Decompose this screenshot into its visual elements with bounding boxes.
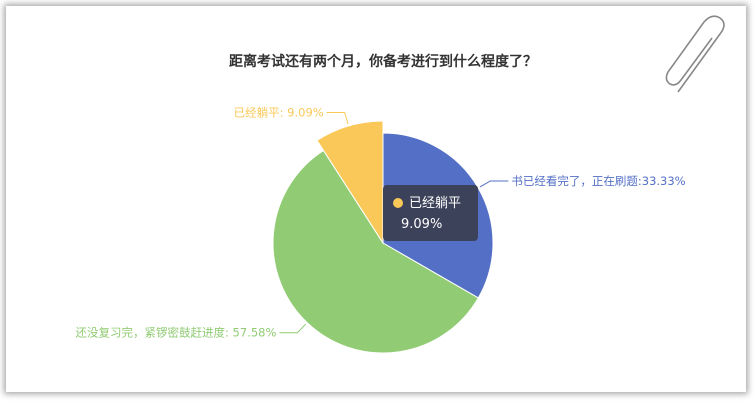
paperclip-icon	[665, 15, 725, 93]
slice-label: 书已经看完了，正在刷题:33.33%	[511, 174, 685, 188]
slice-label: 还没复习完，紧锣密鼓赶进度: 57.58%	[76, 326, 277, 340]
pie-slice[interactable]	[272, 149, 479, 354]
slice-label: 已经躺平: 9.09%	[234, 106, 324, 120]
tooltip-marker	[393, 198, 403, 208]
chart-title: 距离考试还有两个月，你备考进行到什么程度了？	[229, 53, 537, 70]
label-line	[479, 180, 509, 188]
tooltip-value: 9.09%	[401, 217, 443, 232]
tooltip: 已经躺平 9.09%	[383, 185, 478, 241]
label-line	[326, 112, 349, 125]
tooltip-label: 已经躺平	[409, 196, 462, 211]
label-line	[279, 323, 307, 334]
pie-slice[interactable]	[316, 120, 384, 245]
